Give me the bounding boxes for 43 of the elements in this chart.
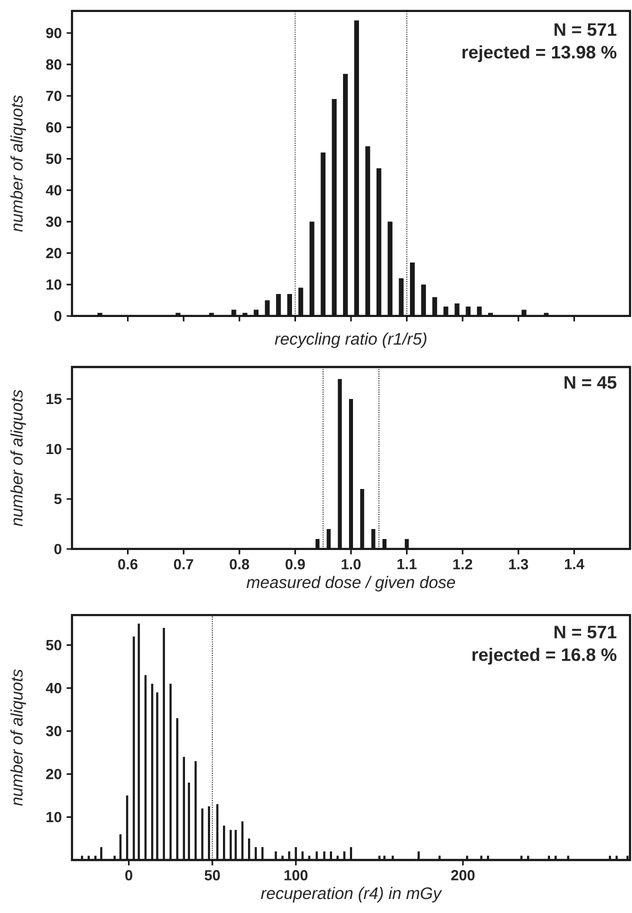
y-tick-label: 15 — [46, 394, 62, 404]
annotation: rejected = 16.8 % — [472, 648, 616, 665]
y-tick-label: 80 — [46, 59, 62, 70]
annotation: N = 571 — [554, 626, 616, 638]
y-tick-label: 40 — [46, 185, 62, 196]
y-tick-label: 10 — [46, 812, 62, 822]
x-tick-label: 0.7 — [174, 559, 194, 570]
y-tick-label: 50 — [46, 154, 62, 164]
x-axis-title: recuperation (r4) in mGy — [260, 886, 442, 902]
y-tick-label: 50 — [46, 640, 62, 650]
y-tick-label: 90 — [46, 28, 62, 38]
y-axis-title: number of aliquots — [10, 390, 26, 526]
y-axis-title: number of aliquots — [10, 669, 26, 806]
x-tick-label: 1.4 — [564, 559, 584, 570]
y-tick-label: 10 — [46, 444, 62, 454]
x-tick-label: 1.3 — [509, 559, 528, 570]
annotation: rejected = 13.98 % — [462, 45, 616, 62]
y-tick-label: 70 — [46, 90, 62, 102]
y-tick-label: 20 — [46, 768, 62, 780]
y-tick-label: 0 — [54, 310, 62, 322]
x-tick-label: 1.1 — [398, 559, 417, 570]
y-tick-label: 30 — [46, 726, 62, 736]
x-tick-label: 0.8 — [230, 559, 250, 570]
y-tick-label: 10 — [46, 279, 62, 290]
annotation: N = 571 — [554, 23, 616, 36]
x-tick-label: 1.2 — [453, 559, 472, 570]
x-tick-label: 0.9 — [286, 559, 305, 570]
x-tick-label: 50 — [204, 870, 220, 880]
y-axis-title: number of aliquots — [10, 95, 26, 232]
y-tick-label: 40 — [46, 682, 62, 694]
y-tick-label: 5 — [54, 494, 62, 504]
annotation: N = 45 — [564, 376, 616, 389]
x-axis-title: recycling ratio (r1/r5) — [274, 332, 426, 348]
y-tick-label: 20 — [46, 248, 62, 258]
x-tick-label: 0.6 — [118, 559, 138, 570]
y-tick-label: 60 — [46, 122, 62, 133]
x-tick-label: 100 — [284, 870, 308, 880]
y-tick-label: 30 — [46, 216, 62, 227]
x-axis-title: measured dose / given dose — [246, 576, 456, 592]
x-tick-label: 1.0 — [342, 559, 361, 570]
y-tick-label: 0 — [54, 544, 62, 554]
x-tick-label: 200 — [451, 870, 475, 880]
x-tick-label: 0 — [125, 870, 132, 880]
